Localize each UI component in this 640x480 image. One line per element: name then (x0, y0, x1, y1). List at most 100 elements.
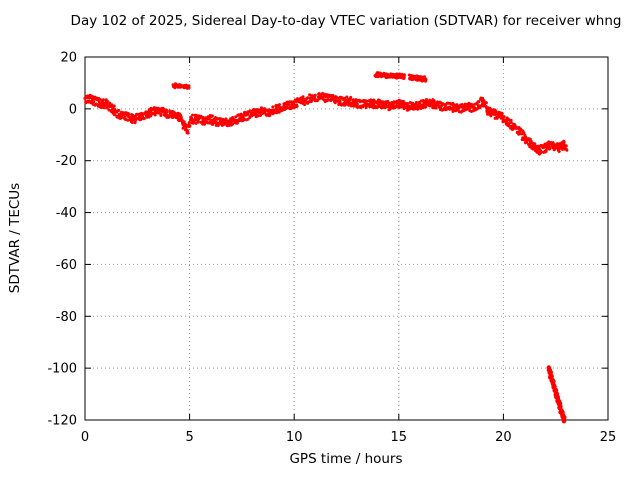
data-point (497, 115, 501, 119)
data-point (564, 144, 568, 148)
x-tick-label: 20 (495, 430, 512, 445)
data-point (432, 99, 436, 103)
data-point (194, 121, 198, 125)
data-point (142, 117, 146, 120)
data-point (209, 115, 213, 119)
data-point (557, 150, 561, 153)
data-point (433, 106, 437, 110)
data-point (500, 111, 504, 115)
data-point (130, 121, 134, 124)
data-point (248, 116, 252, 120)
data-point (303, 103, 307, 107)
data-point (477, 100, 481, 104)
data-point (194, 113, 198, 117)
data-point (548, 146, 552, 150)
data-point (102, 106, 106, 110)
data-point (227, 119, 231, 123)
data-point (344, 102, 348, 106)
data-point (187, 84, 191, 88)
data-point (331, 94, 335, 98)
data-point (234, 115, 238, 119)
data-point (533, 142, 537, 146)
data-point (119, 115, 123, 119)
y-tick-label: -80 (56, 310, 77, 325)
y-tick-label: -60 (56, 258, 77, 273)
y-tick-label: -100 (47, 362, 77, 377)
data-point (326, 98, 330, 102)
data-point (105, 100, 109, 104)
y-tick-label: 0 (69, 102, 77, 117)
data-point (243, 110, 247, 114)
x-tick-label: 25 (600, 430, 617, 445)
data-point (408, 101, 412, 104)
data-point (414, 100, 418, 104)
data-point (271, 105, 275, 109)
data-point (101, 98, 105, 102)
data-point (215, 117, 219, 121)
data-point (179, 115, 183, 119)
data-point (418, 102, 422, 106)
data-point (112, 104, 116, 108)
data-point (342, 103, 346, 107)
data-point (118, 113, 122, 117)
data-point (306, 96, 310, 100)
x-axis-label: GPS time / hours (289, 451, 403, 467)
y-tick-label: -20 (56, 154, 77, 169)
x-tick-label: 10 (286, 430, 303, 445)
data-point (105, 106, 109, 110)
data-point (441, 102, 445, 106)
x-tick-label: 15 (391, 430, 408, 445)
data-point (164, 109, 168, 113)
data-point (259, 114, 262, 117)
data-point (377, 74, 381, 78)
data-point (562, 139, 566, 143)
data-point (110, 105, 114, 109)
data-point (186, 129, 190, 133)
y-tick-label: -40 (56, 206, 77, 221)
data-point (377, 102, 381, 106)
data-point (561, 417, 567, 422)
data-point (187, 121, 191, 125)
data-point (107, 108, 111, 112)
data-point (428, 98, 432, 102)
data-point (355, 102, 359, 106)
data-point (286, 106, 290, 110)
data-point (256, 114, 260, 118)
data-point (180, 118, 184, 122)
data-point (188, 124, 192, 128)
data-point (239, 112, 243, 116)
data-point (374, 75, 378, 79)
data-point (149, 114, 153, 118)
data-point (402, 73, 406, 77)
y-tick-label: 20 (60, 51, 77, 66)
data-point (301, 95, 305, 99)
data-point (295, 103, 299, 107)
data-point (509, 121, 513, 125)
data-point (287, 103, 291, 107)
data-point (525, 140, 529, 144)
data-point (553, 388, 559, 393)
data-point (484, 101, 488, 105)
data-point (365, 99, 368, 103)
data-point (502, 115, 506, 119)
data-point (224, 118, 228, 122)
data-point (519, 128, 522, 132)
data-point (351, 98, 355, 102)
data-point (92, 100, 96, 104)
x-tick-label: 5 (185, 430, 193, 445)
data-point (564, 147, 568, 151)
data-point (153, 113, 157, 117)
data-point (216, 124, 220, 127)
data-point (116, 109, 120, 113)
data-point (276, 110, 280, 114)
data-point (108, 101, 112, 105)
data-point (506, 118, 510, 122)
data-point (457, 106, 461, 110)
data-point (509, 118, 513, 122)
data-point (315, 99, 319, 103)
x-tick-label: 0 (81, 430, 89, 445)
data-point (416, 75, 420, 78)
data-point (402, 75, 406, 79)
